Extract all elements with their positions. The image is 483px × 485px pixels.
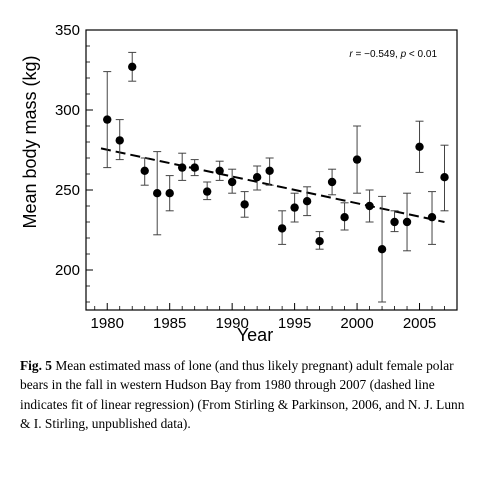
x-tick-label: 1985 xyxy=(153,315,186,332)
data-point xyxy=(190,163,199,172)
data-point xyxy=(315,237,324,246)
data-point xyxy=(240,200,249,209)
x-tick-label: 2000 xyxy=(340,315,373,332)
data-point xyxy=(227,177,237,187)
data-point xyxy=(153,189,162,198)
data-point xyxy=(103,115,112,124)
r-value: = −0.549, xyxy=(353,49,401,60)
data-point xyxy=(115,136,124,145)
x-tick-label: 1995 xyxy=(278,315,311,332)
regression-line xyxy=(100,147,445,223)
data-point xyxy=(277,224,287,233)
data-point xyxy=(402,217,412,227)
r-label: r xyxy=(349,49,353,60)
x-tick-label: 1980 xyxy=(91,315,124,332)
data-point xyxy=(352,155,362,164)
p-label: p xyxy=(400,49,407,60)
y-tick-label: 300 xyxy=(55,102,80,119)
x-axis-title: Year xyxy=(237,325,273,345)
data-point xyxy=(215,166,224,175)
data-point xyxy=(265,166,274,175)
data-point xyxy=(165,189,174,198)
plot-frame xyxy=(85,29,458,311)
data-point xyxy=(415,142,424,151)
x-tick-label: 1990 xyxy=(215,315,248,332)
caption-text: Mean estimated mass of lone (and thus li… xyxy=(20,358,465,431)
y-tick-label: 250 xyxy=(55,182,80,199)
data-point xyxy=(177,163,187,172)
y-tick-label: 350 xyxy=(55,22,80,39)
x-tick-label: 2005 xyxy=(403,315,436,332)
data-point xyxy=(440,173,449,182)
data-point xyxy=(140,166,149,175)
p-value: < 0.01 xyxy=(406,49,437,60)
correlation-annotation: r = −0.549, p < 0.01 xyxy=(349,49,437,60)
y-axis-title: Mean body mass (kg) xyxy=(20,55,40,228)
data-point xyxy=(128,62,137,71)
data-point xyxy=(290,203,299,212)
chart: 1980 1985 1990 1995 2000 2005 200 250 300 350 Yea… xyxy=(20,22,458,345)
figure-caption: Fig. 5 Mean estimated mass of lone (and … xyxy=(20,356,470,433)
data-point xyxy=(252,173,262,182)
data-point xyxy=(202,187,212,196)
data-point xyxy=(427,213,437,222)
data-point xyxy=(390,217,399,227)
figure-label: Fig. 5 xyxy=(20,358,52,373)
data-point xyxy=(302,197,312,206)
y-tick-label: 200 xyxy=(55,262,80,279)
data-point xyxy=(327,177,337,187)
data-point xyxy=(340,213,349,222)
data-point xyxy=(365,201,374,211)
data-point xyxy=(377,245,387,254)
